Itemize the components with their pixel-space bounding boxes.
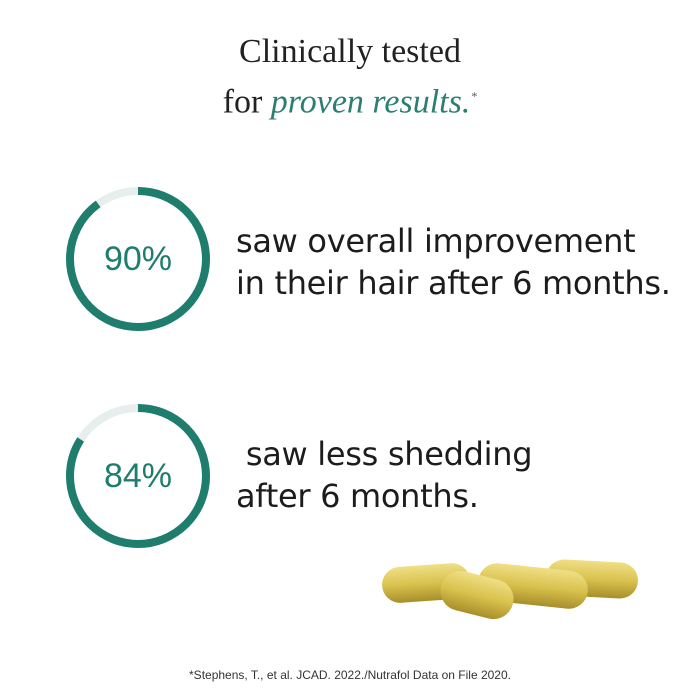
stat-ring-2: 84% xyxy=(62,400,214,552)
capsule-icon xyxy=(440,570,514,620)
stat-1-line-1: saw overall improvement xyxy=(236,222,636,260)
stat-percent-2: 84% xyxy=(103,456,173,495)
headline-emphasis: proven results. xyxy=(270,83,471,121)
stat-2-line-2: after 6 months. xyxy=(236,477,479,515)
ring-progress-arc xyxy=(66,187,210,331)
stat-ring-1: 90% xyxy=(62,183,214,335)
stat-text-2: saw less shedding after 6 months. xyxy=(236,433,533,517)
stat-text-1: saw overall improvement in their hair af… xyxy=(236,220,671,304)
supplement-capsules-image xyxy=(382,559,638,620)
headline-prefix: for xyxy=(222,83,271,121)
headline-line-2: for proven results.* xyxy=(0,74,700,124)
ring-progress-arc xyxy=(66,404,210,548)
progress-ring-icon xyxy=(66,187,210,331)
footnote: *Stephens, T., et al. JCAD. 2022./Nutraf… xyxy=(189,668,511,682)
headline-asterisk: * xyxy=(471,89,478,103)
stat-percent-1: 90% xyxy=(103,239,173,278)
stat-2-line-1: saw less shedding xyxy=(236,435,533,473)
stat-1-line-2: in their hair after 6 months. xyxy=(236,264,671,302)
headline-line-1: Clinically tested xyxy=(239,33,461,70)
progress-ring-icon xyxy=(66,404,210,548)
headline: Clinically tested for proven results.* xyxy=(0,30,700,124)
